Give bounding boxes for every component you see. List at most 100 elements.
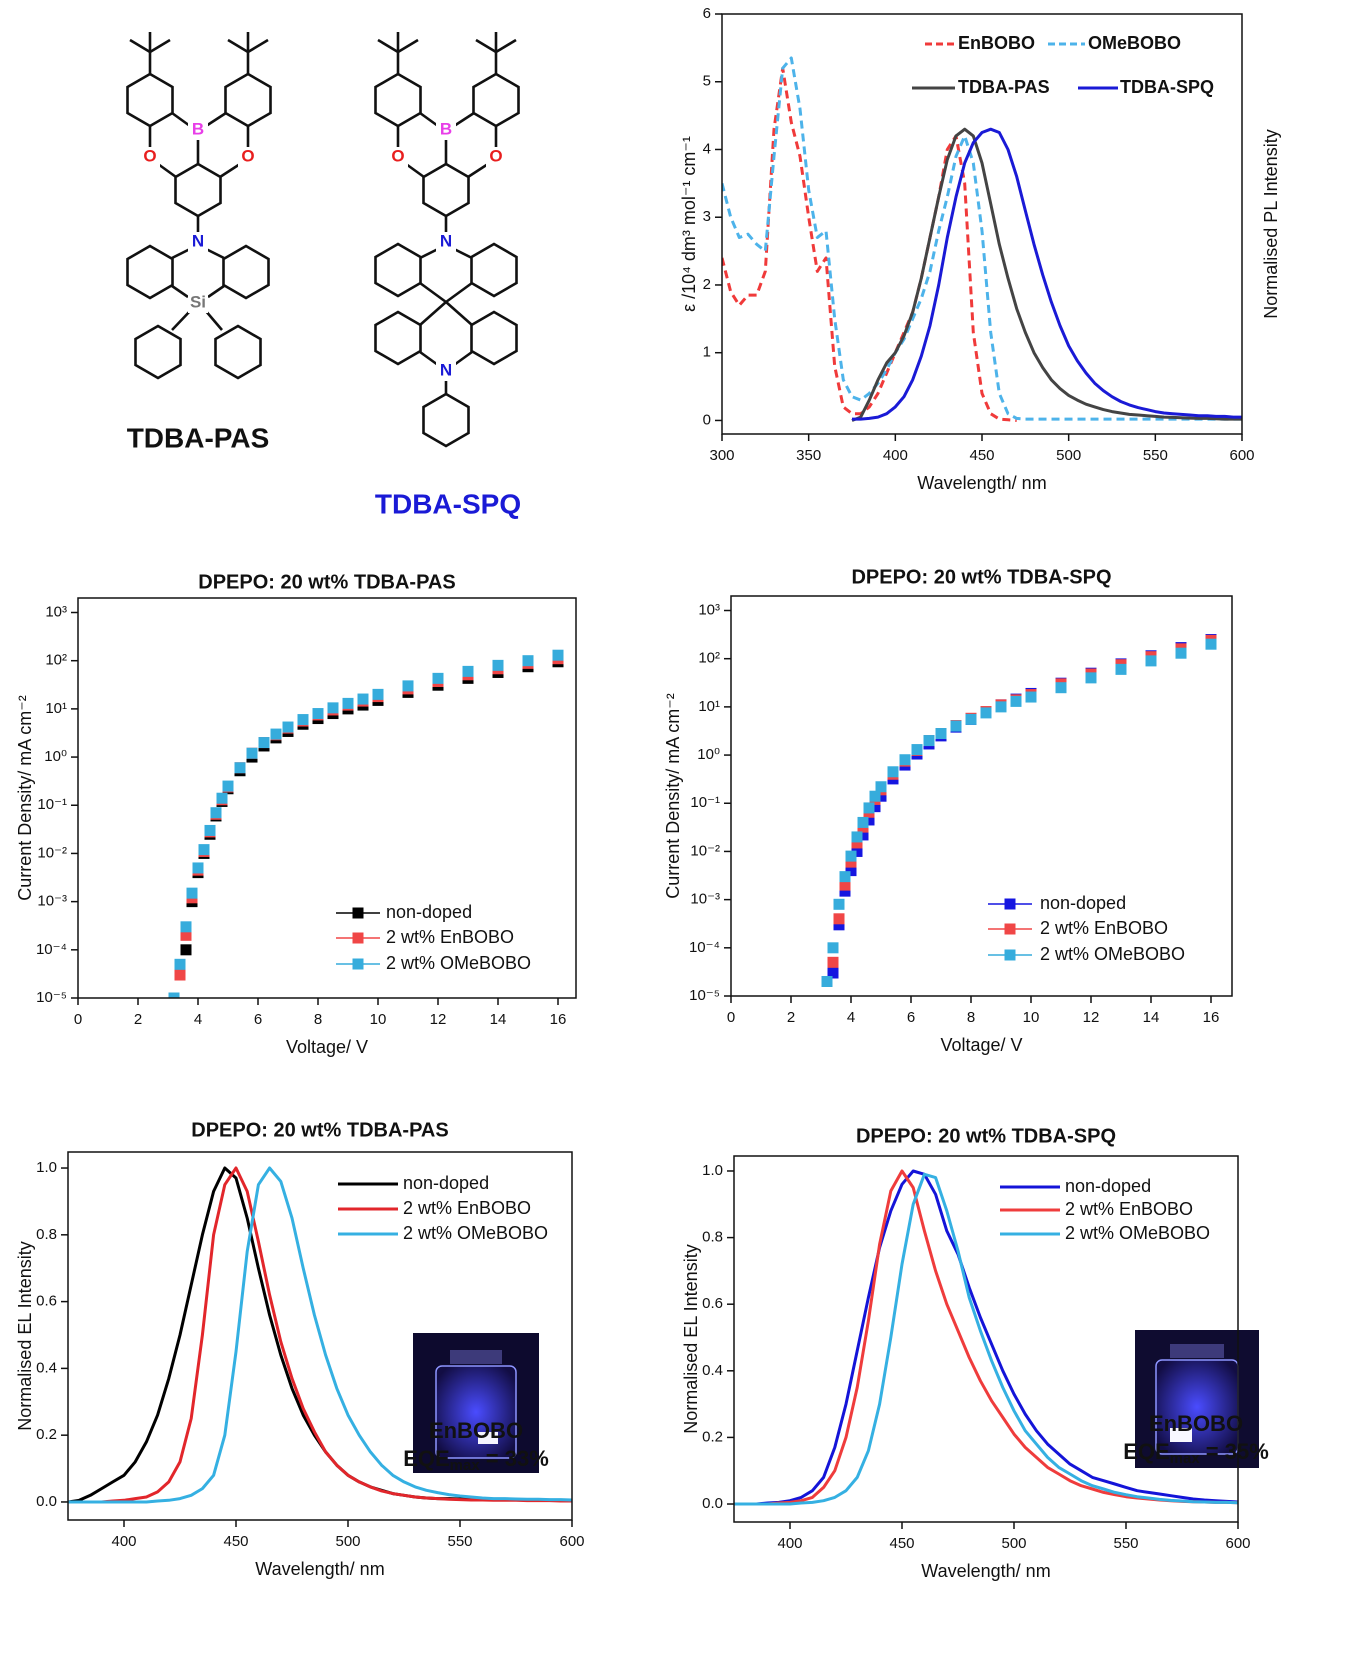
bond — [419, 281, 447, 304]
ring — [374, 310, 422, 366]
x-tick-label: 14 — [1143, 1009, 1160, 1026]
legend-marker — [1004, 949, 1016, 961]
y-tick-label: 1.0 — [36, 1159, 57, 1176]
marker — [839, 871, 851, 883]
x-tick-label: 600 — [559, 1533, 584, 1550]
marker — [935, 728, 947, 740]
marker — [980, 707, 992, 719]
marker — [1145, 655, 1157, 667]
bond — [205, 111, 227, 128]
x-tick-label: 450 — [223, 1533, 248, 1550]
y-tick-label: 10² — [698, 650, 720, 667]
photo-device — [435, 1365, 517, 1459]
bond — [419, 301, 447, 326]
y-tick-label: 0.4 — [36, 1359, 57, 1376]
marker — [833, 898, 845, 910]
marker — [522, 655, 534, 667]
x-tick-label: 500 — [1001, 1535, 1026, 1552]
legend-label: 2 wt% OMeBOBO — [386, 953, 531, 973]
marker — [297, 714, 309, 726]
x-tick-label: 12 — [430, 1011, 447, 1028]
y-tick-label: 10⁰ — [44, 748, 67, 765]
x-tick-label: 10 — [1023, 1009, 1040, 1026]
atom-label: O — [391, 146, 404, 165]
y-tick-label: 0.2 — [36, 1426, 57, 1443]
chart-title: DPEPO: 20 wt% TDBA-SPQ — [856, 1125, 1116, 1147]
bond — [475, 38, 497, 54]
atom-label: N — [192, 231, 204, 250]
plot-area — [734, 1169, 1238, 1506]
x-tick-label: 4 — [847, 1009, 855, 1026]
ring — [126, 244, 174, 300]
atom-label: O — [143, 146, 156, 165]
marker — [965, 713, 977, 725]
chart: 0 2 4 6 8 10 12 14 16 10⁻⁵ 10⁻⁴ 10⁻³ 10⁻² 10⁻¹ 10⁰ 10¹ 1… — [663, 566, 1233, 1055]
marker — [1175, 647, 1187, 659]
bond — [171, 309, 192, 331]
y-tick-label: 0.4 — [702, 1362, 723, 1379]
x-tick-label: 0 — [74, 1011, 82, 1028]
y-axis-label: ε /10⁴ dm³ mol⁻¹ cm⁻¹ — [679, 136, 699, 312]
legend-label: 2 wt% OMeBOBO — [1040, 944, 1185, 964]
marker — [845, 850, 857, 862]
atom-background — [436, 232, 456, 252]
y-tick-label: 10⁻⁴ — [36, 941, 67, 958]
annotation: EQEmax = 33% — [403, 1446, 549, 1474]
y-tick-label: 1.0 — [702, 1162, 723, 1179]
y-tick-label: 10⁻⁵ — [36, 989, 67, 1006]
marker — [839, 879, 851, 891]
eqe-value: = 33% — [480, 1446, 549, 1471]
x-tick-label: 400 — [111, 1533, 136, 1550]
marker — [174, 969, 186, 981]
marker — [899, 754, 911, 766]
x-axis-label: Voltage/ V — [940, 1035, 1022, 1055]
x-axis-label: Wavelength/ nm — [917, 473, 1046, 493]
bond — [247, 38, 269, 54]
marker — [851, 837, 863, 849]
ring — [470, 310, 518, 366]
y-tick-label: 10³ — [45, 603, 67, 620]
bond — [129, 38, 151, 54]
y-axis-label: Current Density/ mA cm⁻² — [15, 695, 35, 901]
legend-marker — [1004, 923, 1016, 935]
marker — [911, 744, 923, 756]
legend-label: 2 wt% EnBOBO — [1065, 1199, 1193, 1219]
marker — [863, 802, 875, 814]
marker — [246, 747, 258, 759]
plot-area — [168, 649, 564, 998]
marker — [1205, 638, 1217, 650]
annotation: EnBOBO — [1149, 1411, 1243, 1436]
marker — [492, 659, 504, 671]
eqe-label: EQE — [403, 1446, 449, 1471]
series-line — [68, 1166, 572, 1504]
bond — [204, 309, 223, 331]
y-tick-label: 6 — [703, 5, 711, 22]
x-tick-label: 16 — [550, 1011, 567, 1028]
photo-pixel — [1170, 1428, 1192, 1442]
marker — [995, 701, 1007, 713]
x-axis-label: Wavelength/ nm — [255, 1559, 384, 1579]
y-tick-label: 5 — [703, 73, 711, 90]
plot-area — [821, 634, 1217, 987]
y-tick-label: 10⁻³ — [690, 891, 720, 908]
ring — [422, 162, 470, 218]
y-tick-label: 0.0 — [36, 1493, 57, 1510]
marker — [186, 887, 198, 899]
x-tick-label: 16 — [1203, 1009, 1220, 1026]
x-tick-label: 8 — [314, 1011, 322, 1028]
marker — [923, 735, 935, 747]
y-tick-label: 10⁻⁴ — [689, 939, 720, 956]
marker — [402, 680, 414, 692]
marker — [839, 885, 851, 897]
bond — [419, 111, 439, 128]
atom-label: O — [489, 146, 502, 165]
x-tick-label: 0 — [727, 1009, 735, 1026]
y-tick-label: 10⁻¹ — [37, 796, 67, 813]
marker — [827, 956, 839, 968]
chart-title: DPEPO: 20 wt% TDBA-PAS — [191, 1119, 448, 1141]
legend-label: 2 wt% EnBOBO — [386, 927, 514, 947]
bond — [445, 281, 473, 304]
eqe-label: EQE — [1123, 1439, 1169, 1464]
series-line — [851, 127, 1242, 422]
